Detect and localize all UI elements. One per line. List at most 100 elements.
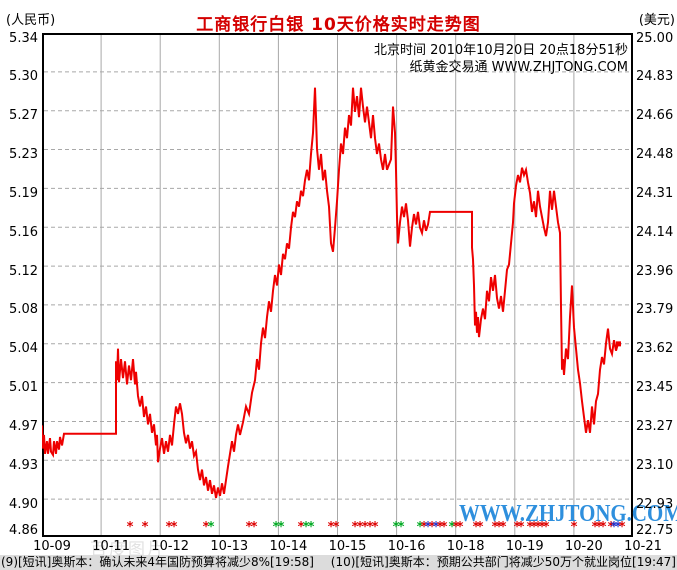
news-ticker: (9)[短讯]奥斯本：确认未来4年国防预算将减少8%[19:58] (10)[短… <box>0 555 677 570</box>
event-marker-asterisk: * <box>127 520 134 535</box>
event-marker-asterisk: * <box>425 520 432 535</box>
y-axis-tick-right: 24.48 <box>636 147 674 163</box>
event-marker-asterisk: * <box>596 520 603 535</box>
y-axis-tick-left: 5.16 <box>9 224 38 240</box>
right-axis-unit-label: (美元) <box>638 13 675 28</box>
y-axis-tick-left: 4.97 <box>9 418 38 434</box>
event-marker-asterisk: * <box>298 520 305 535</box>
y-axis-tick-right: 22.75 <box>636 523 674 538</box>
event-marker-asterisk: * <box>518 520 525 535</box>
y-axis-tick-right: 25.00 <box>636 30 674 46</box>
last-price-marker <box>616 341 621 347</box>
x-axis-tick: 10-12 <box>151 539 190 554</box>
event-marker-asterisk: * <box>372 520 379 535</box>
event-marker-asterisk: * <box>166 520 173 535</box>
page-title: 工商银行白银 10天价格实时走势图 <box>196 15 481 35</box>
event-marker-asterisk: * <box>398 520 405 535</box>
event-marker-asterisk: * <box>531 520 538 535</box>
event-marker-asterisk: * <box>303 520 310 535</box>
y-axis-tick-left: 5.01 <box>9 380 38 396</box>
event-marker-asterisk: * <box>278 520 285 535</box>
plot-border <box>42 33 633 537</box>
beijing-time-text: 北京时间 2010年10月20日 20点18分51秒 <box>373 43 628 58</box>
y-axis-tick-right: 23.10 <box>636 457 674 473</box>
event-marker-asterisk: * <box>473 520 480 535</box>
event-marker-asterisk: * <box>496 520 503 535</box>
y-axis-tick-left: 5.19 <box>9 185 38 201</box>
y-axis-tick-left: 4.86 <box>9 523 38 538</box>
event-marker-asterisk: * <box>437 520 444 535</box>
event-marker-asterisk: * <box>543 520 550 535</box>
y-axis-tick-left: 5.34 <box>9 30 38 46</box>
event-marker-asterisk: * <box>477 520 484 535</box>
event-marker-asterisk: * <box>352 520 359 535</box>
event-marker-asterisk: * <box>357 520 364 535</box>
event-marker-asterisk: * <box>203 520 210 535</box>
y-axis-tick-left: 5.30 <box>9 69 38 85</box>
y-axis-tick-right: 23.96 <box>636 263 674 279</box>
y-axis-tick-left: 5.04 <box>9 341 38 357</box>
event-marker-asterisk: * <box>328 520 335 535</box>
y-axis-tick-right: 24.14 <box>636 224 674 240</box>
y-axis-tick-right: 24.83 <box>636 69 674 85</box>
event-marker-asterisk: * <box>619 520 626 535</box>
x-axis-tick: 10-09 <box>33 539 71 554</box>
price-line <box>42 87 619 499</box>
event-marker-asterisk: * <box>433 520 440 535</box>
y-axis-tick-left: 5.23 <box>9 147 38 163</box>
event-marker-asterisk: * <box>142 520 149 535</box>
event-marker-asterisk: * <box>251 520 258 535</box>
event-marker-asterisk: * <box>429 520 436 535</box>
event-marker-asterisk: * <box>571 520 578 535</box>
x-axis-tick: 10-20 <box>565 539 603 554</box>
y-axis-tick-left: 5.27 <box>9 108 38 124</box>
price-line-chart: * * ** ** ** ** *** ** ***** ** ******* *** ** *** ** *… <box>42 33 633 537</box>
x-axis-tick: 10-19 <box>505 539 544 554</box>
event-marker-asterisk: * <box>527 520 534 535</box>
y-axis-tick-left: 5.08 <box>9 302 38 318</box>
y-axis-tick-right: 23.79 <box>636 302 674 318</box>
zhjtong-watermark: WWW.ZHJTONG.COM <box>459 501 677 527</box>
x-axis-tick: 10-15 <box>328 539 367 554</box>
left-axis-unit-label: (人民币) <box>6 13 56 28</box>
y-axis-tick-left: 4.90 <box>9 496 38 512</box>
y-axis-tick-right: 24.31 <box>636 185 674 201</box>
event-marker-asterisk: * <box>273 520 280 535</box>
event-marker-asterisk: * <box>308 520 315 535</box>
x-axis-tick: 10-16 <box>387 539 426 554</box>
event-marker-asterisk: * <box>441 520 448 535</box>
x-axis-tick: 10-11 <box>92 539 130 554</box>
y-axis-tick-right: 23.45 <box>636 380 674 396</box>
x-axis-tick: 10-21 <box>624 539 662 554</box>
event-marker-asterisk: * <box>608 520 615 535</box>
event-marker-asterisk: * <box>500 520 507 535</box>
event-marker-asterisk: * <box>457 520 464 535</box>
event-marker-asterisk: * <box>539 520 546 535</box>
event-marker-asterisk: * <box>611 520 618 535</box>
site-name-text: 纸黄金交易通 WWW.ZHJTONG.COM <box>409 60 628 75</box>
event-marker-asterisk: * <box>615 520 622 535</box>
x-axis-tick: 10-18 <box>446 539 485 554</box>
y-axis-tick-right: 23.27 <box>636 418 674 434</box>
event-marker-asterisk: * <box>333 520 340 535</box>
event-marker-asterisk: * <box>449 520 456 535</box>
y-axis-tick-right: 23.62 <box>636 341 674 357</box>
y-axis-tick-right: 22.93 <box>636 496 674 512</box>
event-marker-asterisk: * <box>393 520 400 535</box>
event-marker-asterisk: * <box>421 520 428 535</box>
y-axis-tick-left: 5.12 <box>9 263 38 279</box>
event-marker-asterisk: * <box>362 520 369 535</box>
y-axis-tick-left: 4.93 <box>9 457 38 473</box>
event-marker-asterisk: * <box>171 520 178 535</box>
event-marker-asterisk: * <box>492 520 499 535</box>
y-axis-tick-right: 24.66 <box>636 108 674 124</box>
event-marker-asterisk: * <box>514 520 521 535</box>
event-marker-asterisk: * <box>417 520 424 535</box>
event-marker-asterisk: * <box>592 520 599 535</box>
event-marker-asterisk: * <box>453 520 460 535</box>
event-marker-asterisk: * <box>208 520 215 535</box>
x-axis-tick: 10-14 <box>269 539 308 554</box>
ticker-item-right: (10)[短讯]奥斯本：预期公共部门将减少50万个就业岗位[19:47] <box>330 555 676 569</box>
event-marker-asterisk: * <box>367 520 374 535</box>
